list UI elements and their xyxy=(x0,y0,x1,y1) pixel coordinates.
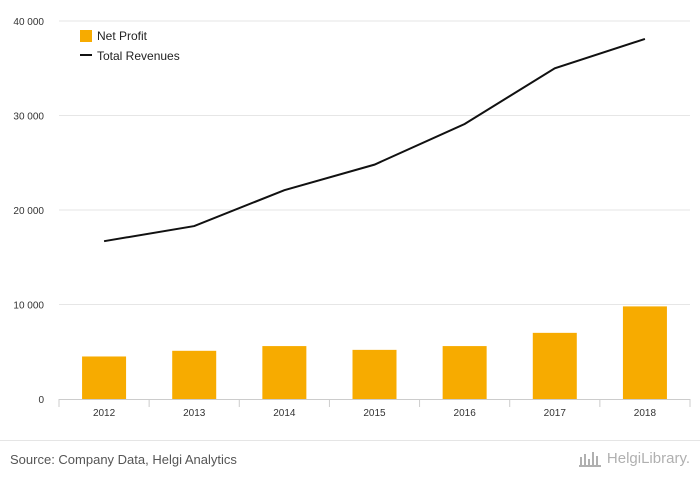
y-tick-label: 30 000 xyxy=(13,112,44,123)
x-tick-label: 2016 xyxy=(454,408,477,419)
y-tick-label: 20 000 xyxy=(13,206,44,217)
bar-net-profit xyxy=(352,349,397,399)
brand-logo[interactable]: HelgiLibrary. xyxy=(578,450,690,467)
bar-net-profit xyxy=(442,346,487,399)
bar-net-profit xyxy=(172,350,217,399)
total-revenues-line xyxy=(103,38,646,243)
bar-net-profit xyxy=(532,332,577,399)
bar-net-profit xyxy=(262,346,307,399)
x-axis-tick-labels: 2012 2013 2014 2015 2016 2017 2018 xyxy=(93,408,657,419)
bar-net-profit xyxy=(82,356,127,399)
y-tick-label: 10 000 xyxy=(13,301,44,312)
legend-label-net-profit: Net Profit xyxy=(97,29,148,43)
y-axis-tick-labels: 0 10 000 20 000 30 000 40 000 xyxy=(13,17,44,406)
x-tick-label: 2017 xyxy=(544,408,567,419)
net-profit-bars xyxy=(82,306,667,399)
y-tick-label: 40 000 xyxy=(13,17,44,28)
brand-name: HelgiLibrary. xyxy=(606,450,690,467)
footer: Source: Company Data, Helgi Analytics He… xyxy=(0,440,700,484)
legend-label-total-revenues: Total Revenues xyxy=(97,49,180,63)
legend-swatch-net-profit xyxy=(80,30,92,42)
x-tick-label: 2013 xyxy=(183,408,206,419)
x-tick-label: 2012 xyxy=(93,408,116,419)
x-axis xyxy=(58,399,691,407)
helgi-library-logo-icon xyxy=(578,451,601,467)
source-note: Source: Company Data, Helgi Analytics xyxy=(10,452,237,467)
x-tick-label: 2015 xyxy=(363,408,386,419)
y-tick-label: 0 xyxy=(38,395,44,406)
x-tick-label: 2014 xyxy=(273,408,296,419)
legend: Net Profit Total Revenues xyxy=(80,29,180,63)
x-tick-label: 2018 xyxy=(634,408,657,419)
gridlines xyxy=(59,20,690,305)
bar-net-profit xyxy=(622,306,667,399)
